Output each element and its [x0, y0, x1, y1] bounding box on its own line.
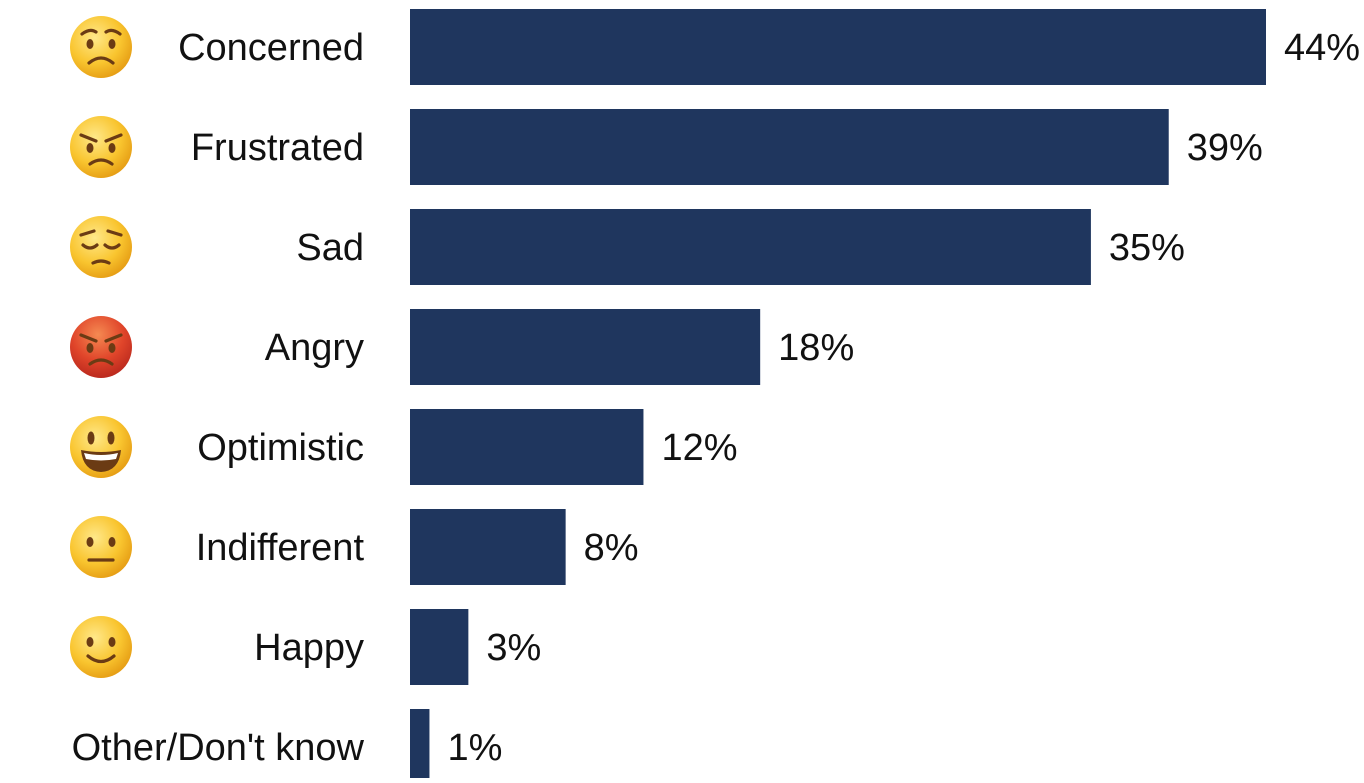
bar: [410, 9, 1266, 85]
bar: [410, 109, 1169, 185]
bar-row: Indifferent 8%: [70, 509, 639, 585]
pensive-face-icon: [70, 216, 132, 278]
bar: [410, 209, 1091, 285]
category-label: Optimistic: [197, 427, 364, 469]
bar-row: Sad 35%: [70, 209, 1185, 285]
slightly-smiling-face-icon: [70, 616, 132, 678]
category-label: Angry: [265, 327, 364, 369]
category-label: Happy: [254, 627, 364, 669]
category-label: Other/Don't know: [72, 727, 365, 769]
value-label: 44%: [1284, 27, 1360, 69]
category-label: Indifferent: [196, 527, 365, 569]
category-label: Sad: [296, 227, 364, 269]
category-label: Frustrated: [191, 127, 364, 169]
neutral-face-icon: [70, 516, 132, 578]
bar: [410, 609, 469, 685]
value-label: 3%: [486, 627, 541, 669]
value-label: 39%: [1187, 127, 1263, 169]
category-label: Concerned: [178, 27, 364, 69]
bar-row: Concerned 44%: [70, 9, 1360, 85]
bar: [410, 309, 761, 385]
bar-row: Frustrated 39%: [70, 109, 1263, 185]
value-label: 12%: [661, 427, 737, 469]
value-label: 8%: [584, 527, 639, 569]
bar: [410, 709, 430, 783]
value-label: 35%: [1109, 227, 1185, 269]
bar-row: Other/Don't know 1%: [72, 709, 502, 783]
value-label: 1%: [447, 727, 502, 769]
grinning-face-icon: [70, 416, 132, 478]
value-label: 18%: [778, 327, 854, 369]
bar-row: Happy 3%: [70, 609, 541, 685]
worried-face-icon: [70, 16, 132, 78]
bar: [410, 509, 566, 585]
angry-face-icon: [70, 116, 132, 178]
bar-row: Optimistic 12%: [70, 409, 738, 485]
bar-row: Angry 18%: [70, 309, 854, 385]
pouting-face-icon: [70, 316, 132, 378]
bar: [410, 409, 644, 485]
